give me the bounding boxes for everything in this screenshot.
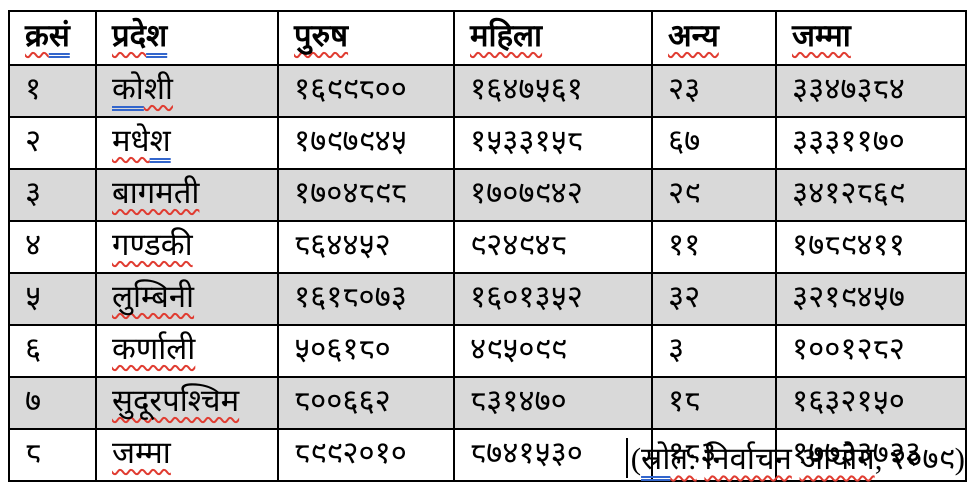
table-row: ६ कर्णाली ५०६१८० ४९५०९९ ३ १००१२८२	[8, 324, 967, 378]
cell-total-count: १७७३३७२३	[775, 428, 967, 482]
text-segment: )	[954, 441, 965, 476]
col-header-other: अन्य	[651, 10, 777, 66]
cell-province: कर्णाली	[95, 324, 279, 378]
cell-male-count: १६१८०७३	[277, 272, 455, 326]
table-row: ४ गण्डकी ८६४४५२ ९२४९४८ ११ १७८९४११	[8, 220, 967, 274]
text-segment: (	[630, 441, 642, 476]
cell-male-count: १७९७९४५	[277, 116, 455, 170]
cell-male-count: १६९९८००	[277, 64, 455, 118]
cell-serial-number: ४	[8, 220, 97, 274]
source-text: (स्रोत: निर्वाचन आयोग, २०७९)	[631, 441, 965, 476]
cell-female-count: ९२४९४८	[453, 220, 653, 274]
cell-other-count: १८३	[651, 428, 777, 482]
cell-total-count: १६३२१५०	[775, 376, 967, 430]
cell-female-count: ८३१४७०	[453, 376, 653, 430]
spellcheck-marked-text: आयोग	[799, 441, 875, 476]
cell-total-count: १००१२८२	[775, 324, 967, 378]
cell-female-count: १६४७५६१	[453, 64, 653, 118]
col-header-province: प्रदेश	[95, 10, 279, 66]
spellcheck-marked-text: पुरुष	[294, 17, 349, 53]
cell-province: जम्मा	[95, 428, 279, 482]
spellcheck-marked-text: सं	[48, 17, 70, 53]
col-header-total: जम्मा	[775, 10, 967, 66]
cell-province: सुदूरपश्चिम	[95, 376, 279, 430]
table-row: ७ सुदूरपश्चिम ८००६६२ ८३१४७० १८ १६३२१५०	[8, 376, 967, 430]
table-row: ८ जम्मा ८९९२०१० ८७४१५३० १८३ १७७३३७२३	[8, 428, 967, 482]
cell-other-count: ६७	[651, 116, 777, 170]
spellcheck-marked-text: महिला	[470, 17, 543, 53]
col-header-sn: क्रसं	[8, 10, 97, 66]
cell-female-count: १५३३१५८	[453, 116, 653, 170]
cell-serial-number: ८	[8, 428, 97, 482]
cell-female-count: ४९५०९९	[453, 324, 653, 378]
cell-province: कोशी	[95, 64, 279, 118]
cell-male-count: ८९९२०१०	[277, 428, 455, 482]
header-row: क्रसं प्रदेश पुरुष महिला अन्य जम्मा	[8, 10, 967, 66]
spellcheck-marked-text: अन्य	[668, 17, 719, 53]
spellcheck-marked-text: को	[112, 70, 144, 106]
cell-total-count: ३३३११७०	[775, 116, 967, 170]
spellcheck-marked-text: लुम्बिनी	[112, 278, 195, 314]
cell-total-count: ३३४७३८४	[775, 64, 967, 118]
col-header-male: पुरुष	[277, 10, 455, 66]
table-row: १ कोशी १६९९८०० १६४७५६१ २३ ३३४७३८४	[8, 64, 967, 118]
col-header-female: महिला	[453, 10, 653, 66]
spellcheck-marked-text: गण्डकी	[112, 226, 193, 262]
text-segment: २०७९	[890, 441, 955, 476]
spellcheck-marked-text: प्रदे	[112, 17, 147, 53]
cell-female-count: १६०१३५२	[453, 272, 653, 326]
text-cursor	[625, 438, 628, 478]
cell-total-count: ३४१२८६९	[775, 168, 967, 222]
province-voter-table: क्रसं प्रदेश पुरुष महिला अन्य जम्मा १ कोशी १६९९…	[8, 10, 967, 482]
table-row: ५ लुम्बिनी १६१८०७३ १६०१३५२ ३२ ३२१९४५७	[8, 272, 967, 326]
cell-female-count: १७०७९४२	[453, 168, 653, 222]
cell-other-count: ११	[651, 220, 777, 274]
spellcheck-marked-text: कर्णाली	[112, 330, 196, 366]
cell-serial-number: ३	[8, 168, 97, 222]
cell-male-count: ५०६१८०	[277, 324, 455, 378]
cell-male-count: ८००६६२	[277, 376, 455, 430]
cell-other-count: ३२	[651, 272, 777, 326]
spellcheck-marked-text: शी	[143, 70, 173, 106]
cell-other-count: १८	[651, 376, 777, 430]
cell-province: गण्डकी	[95, 220, 279, 274]
cell-serial-number: २	[8, 116, 97, 170]
cell-total-count: १७८९४११	[775, 220, 967, 274]
cell-total-count: ३२१९४५७	[775, 272, 967, 326]
text-segment: ,	[874, 441, 891, 476]
spellcheck-marked-text: बागमती	[112, 174, 200, 210]
cell-serial-number: ५	[8, 272, 97, 326]
table-row: २ मधेश १७९७९४५ १५३३१५८ ६७ ३३३११७०	[8, 116, 967, 170]
cell-female-count: ८७४१५३०	[453, 428, 653, 482]
spellcheck-marked-text: श	[149, 122, 171, 158]
spellcheck-marked-text: मधे	[112, 122, 150, 158]
cell-other-count: २९	[651, 168, 777, 222]
spellcheck-marked-text: क्र	[25, 17, 49, 53]
table-row: ३ बागमती १७०४८९८ १७०७९४२ २९ ३४१२८६९	[8, 168, 967, 222]
cell-male-count: ८६४४५२	[277, 220, 455, 274]
cell-other-count: २३	[651, 64, 777, 118]
spellcheck-marked-text: श	[146, 17, 168, 53]
cell-province: लुम्बिनी	[95, 272, 279, 326]
spellcheck-marked-text: जम्मा	[792, 17, 851, 53]
cell-province: मधेश	[95, 116, 279, 170]
cell-serial-number: ७	[8, 376, 97, 430]
text-segment	[792, 441, 800, 476]
spellcheck-marked-text: निर्वाचन	[704, 441, 792, 476]
cell-male-count: १७०४८९८	[277, 168, 455, 222]
spellcheck-marked-text: त:	[670, 441, 697, 476]
cell-other-count: ३	[651, 324, 777, 378]
spellcheck-marked-text: सुदूरपश्चिम	[112, 382, 240, 418]
cell-serial-number: ६	[8, 324, 97, 378]
table-body: १ कोशी १६९९८०० १६४७५६१ २३ ३३४७३८४ २ मधेश १७९७९४५…	[8, 64, 967, 482]
spellcheck-marked-text: जम्मा	[112, 434, 171, 470]
spellcheck-marked-text: स्रो	[641, 441, 671, 476]
cell-serial-number: १	[8, 64, 97, 118]
source-note: (स्रोत: निर्वाचन आयोग, २०७९)	[8, 437, 965, 479]
cell-province: बागमती	[95, 168, 279, 222]
